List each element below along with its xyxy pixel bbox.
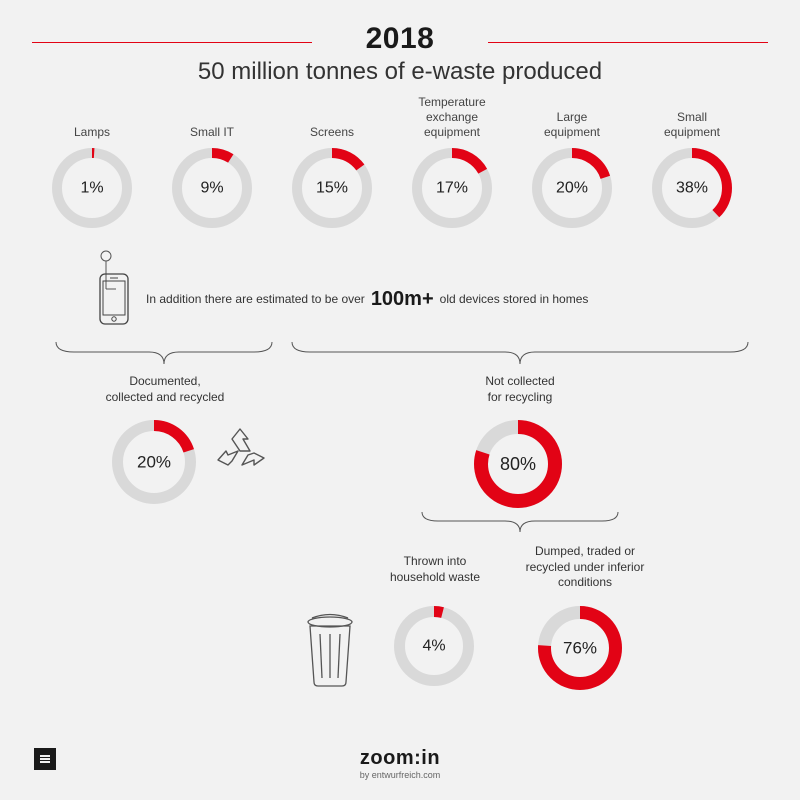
- household-donut: 4%: [392, 598, 476, 688]
- additional-info-row: In addition there are estimated to be ov…: [96, 272, 588, 326]
- top-donut-4: Large equipment 20%: [530, 110, 614, 230]
- dumped-caption: Dumped, traded or recycled under inferio…: [510, 544, 660, 591]
- recycled-donut: 20%: [110, 412, 198, 506]
- svg-text:17%: 17%: [436, 180, 468, 197]
- svg-text:20%: 20%: [556, 180, 588, 197]
- svg-text:4%: 4%: [422, 638, 445, 655]
- top-donut-2: Screens 15%: [290, 110, 374, 230]
- trash-icon: [300, 608, 360, 688]
- header-subtitle: 50 million tonnes of e-waste produced: [0, 58, 800, 86]
- header-rule-right: [488, 42, 768, 43]
- dumped-donut: 76%: [536, 598, 624, 692]
- svg-text:38%: 38%: [676, 180, 708, 197]
- svg-text:76%: 76%: [563, 639, 597, 658]
- top-donut-5: Small equipment 38%: [650, 110, 734, 230]
- header-rule-left: [32, 42, 312, 43]
- top-donut-label: Lamps: [50, 110, 134, 140]
- not-collected-donut: 80%: [472, 412, 564, 510]
- recycle-icon: [210, 425, 270, 485]
- top-donut-3: Temperature exchange equipment 17%: [410, 110, 494, 230]
- additional-value: 100m+: [371, 288, 434, 311]
- top-donut-1: Small IT 9%: [170, 110, 254, 230]
- top-donut-label: Screens: [290, 110, 374, 140]
- not-collected-caption: Not collected for recycling: [460, 374, 580, 405]
- top-donut-label: Temperature exchange equipment: [410, 110, 494, 140]
- footer-byline: by entwurfreich.com: [0, 770, 800, 780]
- household-caption: Thrown into household waste: [380, 554, 490, 585]
- header: 2018 50 million tonnes of e-waste produc…: [0, 0, 800, 86]
- svg-text:20%: 20%: [137, 453, 171, 472]
- top-donut-0: Lamps 1%: [50, 110, 134, 230]
- phone-icon: [96, 272, 132, 326]
- top-donut-label: Large equipment: [530, 110, 614, 140]
- brace-right: [290, 340, 750, 370]
- header-year: 2018: [0, 22, 800, 56]
- additional-prefix: In addition there are estimated to be ov…: [146, 292, 365, 306]
- svg-text:9%: 9%: [200, 180, 223, 197]
- svg-text:1%: 1%: [80, 180, 103, 197]
- additional-suffix: old devices stored in homes: [440, 292, 589, 306]
- footer: zoom:in by entwurfreich.com: [0, 747, 800, 780]
- footer-brand: zoom:in: [0, 747, 800, 770]
- svg-text:80%: 80%: [500, 454, 536, 474]
- brace-bottom: [420, 510, 620, 536]
- top-donut-label: Small IT: [170, 110, 254, 140]
- brace-left: [54, 340, 274, 370]
- svg-text:15%: 15%: [316, 180, 348, 197]
- top-donut-label: Small equipment: [650, 110, 734, 140]
- recycled-caption: Documented, collected and recycled: [100, 374, 230, 405]
